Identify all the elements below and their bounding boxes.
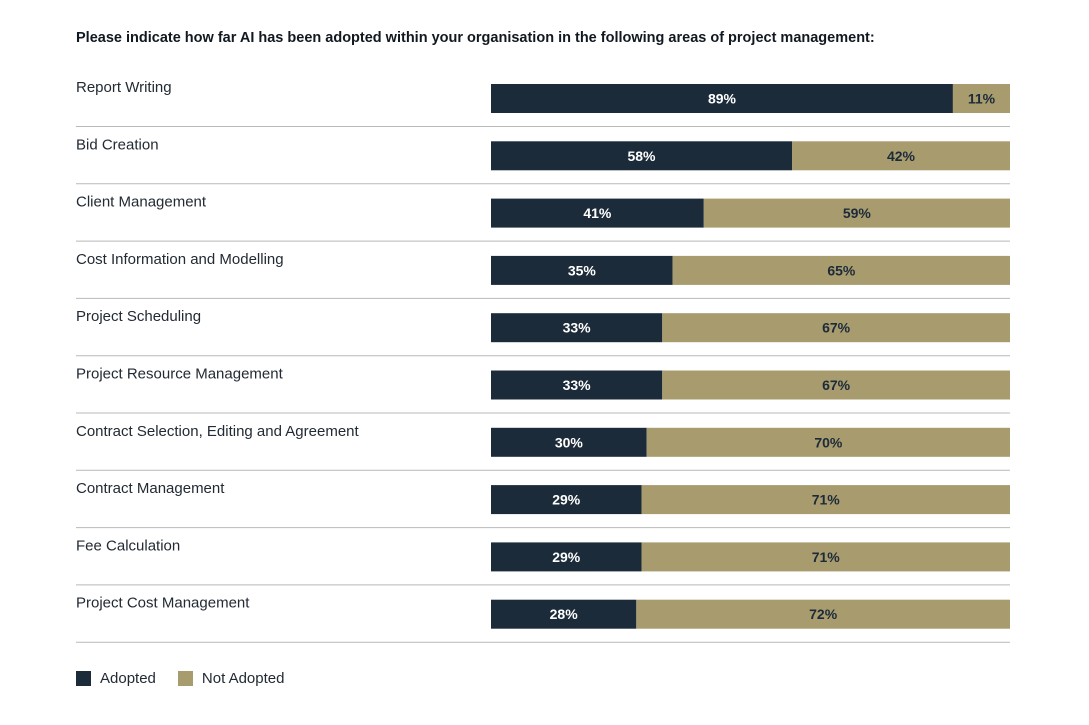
data-label-not-adopted-report-writing: 11%	[968, 91, 996, 107]
data-label-adopted-contract-management: 29%	[552, 492, 581, 508]
legend-item-not-adopted: Not Adopted	[177, 670, 285, 687]
bar-adopted-project-scheduling	[491, 313, 663, 343]
legend-label-adopted: Adopted	[100, 670, 156, 687]
bar-adopted-fee-calculation	[491, 542, 642, 572]
data-label-adopted-client-management: 41%	[583, 205, 612, 221]
data-label-adopted-cost-information-and-modelling: 35%	[568, 262, 597, 278]
data-label-not-adopted-fee-calculation: 71%	[812, 549, 841, 565]
bar-not-adopted-project-cost-management	[636, 599, 1010, 629]
bar-not-adopted-client-management	[703, 198, 1010, 228]
chart-legend: Adopted Not Adopted	[76, 670, 306, 687]
bar-adopted-bid-creation	[491, 141, 793, 171]
chart-title: Please indicate how far AI has been adop…	[76, 30, 875, 46]
bar-adopted-client-management	[491, 198, 704, 228]
data-label-adopted-contract-selection-editing-and-agreement: 30%	[555, 434, 584, 450]
bar-not-adopted-cost-information-and-modelling	[672, 255, 1010, 285]
bar-not-adopted-project-scheduling	[662, 313, 1010, 343]
data-label-not-adopted-cost-information-and-modelling: 65%	[827, 262, 856, 278]
bar-not-adopted-contract-selection-editing-and-agreement	[646, 427, 1010, 457]
category-label-contract-selection-editing-and-agreement: Contract Selection, Editing and Agreemen…	[76, 423, 360, 440]
data-label-adopted-fee-calculation: 29%	[552, 549, 581, 565]
category-label-bid-creation: Bid Creation	[76, 136, 159, 153]
legend-item-adopted: Adopted	[76, 670, 156, 687]
category-label-client-management: Client Management	[76, 194, 207, 211]
data-label-not-adopted-project-scheduling: 67%	[822, 320, 851, 336]
category-label-contract-management: Contract Management	[76, 480, 225, 497]
bar-adopted-contract-management	[491, 485, 642, 515]
bar-adopted-project-cost-management	[491, 599, 637, 629]
data-label-not-adopted-contract-management: 71%	[812, 492, 841, 508]
legend-swatch-adopted	[76, 671, 91, 686]
category-label-report-writing: Report Writing	[76, 79, 172, 96]
category-label-fee-calculation: Fee Calculation	[76, 537, 180, 554]
legend-swatch-not-adopted	[177, 671, 193, 686]
bar-adopted-contract-selection-editing-and-agreement	[491, 427, 647, 457]
data-label-not-adopted-contract-selection-editing-and-agreement: 70%	[814, 434, 843, 450]
bar-not-adopted-project-resource-management	[662, 370, 1010, 400]
data-label-not-adopted-bid-creation: 42%	[887, 148, 916, 164]
data-label-not-adopted-project-cost-management: 72%	[809, 606, 838, 622]
legend-label-not-adopted: Not Adopted	[201, 670, 285, 687]
bar-adopted-report-writing	[491, 84, 953, 113]
chart-plot: Report Writing 89% 11% Bid Creation 58% 42% Cl…	[76, 79, 1010, 643]
data-label-adopted-project-cost-management: 28%	[550, 606, 579, 622]
data-label-not-adopted-client-management: 59%	[843, 205, 872, 221]
bar-adopted-project-resource-management	[491, 370, 663, 400]
category-label-project-resource-management: Project Resource Management	[76, 366, 284, 383]
category-label-project-scheduling: Project Scheduling	[76, 308, 201, 325]
bar-adopted-cost-information-and-modelling	[491, 255, 673, 285]
data-label-adopted-bid-creation: 58%	[627, 148, 656, 164]
data-label-not-adopted-project-resource-management: 67%	[822, 377, 851, 393]
data-label-adopted-report-writing: 89%	[708, 91, 737, 107]
category-label-project-cost-management: Project Cost Management	[76, 595, 250, 612]
data-label-adopted-project-resource-management: 33%	[563, 377, 592, 393]
data-label-adopted-project-scheduling: 33%	[563, 320, 592, 336]
bar-not-adopted-report-writing	[952, 84, 1010, 113]
bar-not-adopted-fee-calculation	[641, 542, 1010, 572]
bar-not-adopted-bid-creation	[792, 141, 1010, 171]
category-label-cost-information-and-modelling: Cost Information and Modelling	[76, 251, 284, 268]
bar-not-adopted-contract-management	[641, 485, 1010, 515]
